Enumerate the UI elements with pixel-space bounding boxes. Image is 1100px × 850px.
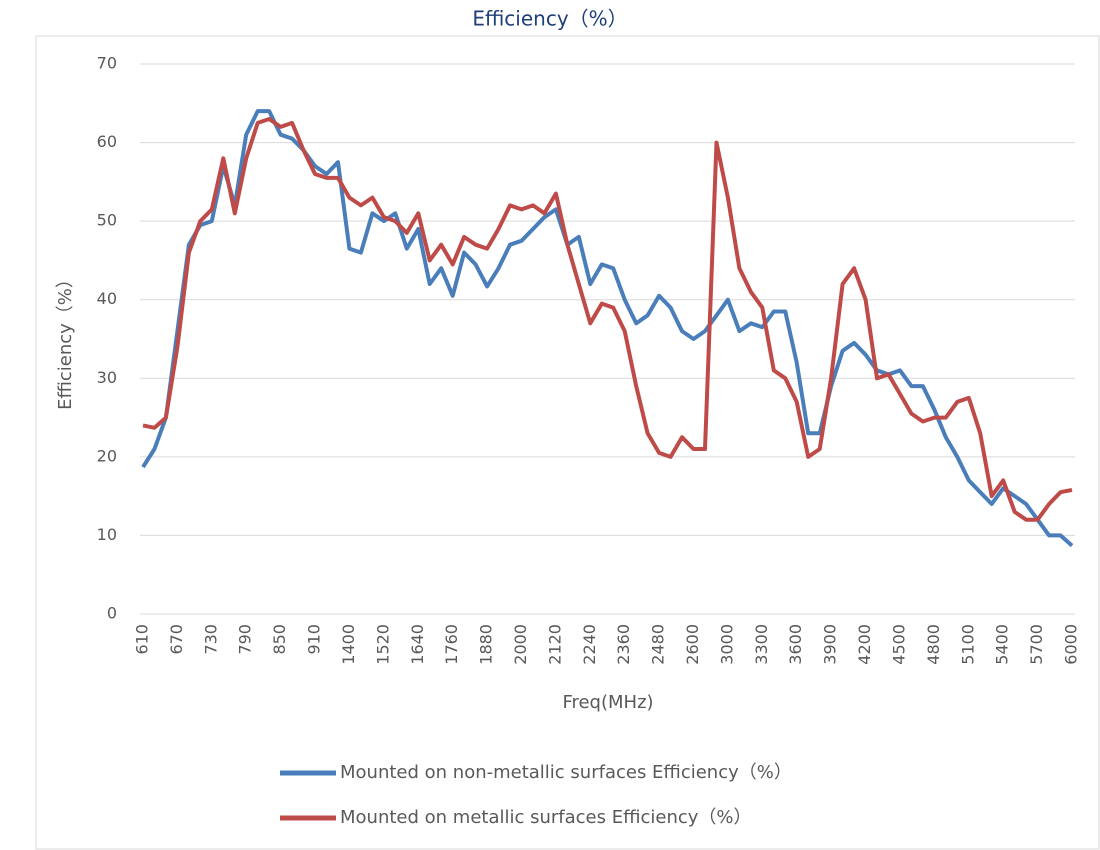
x-tick-label: 2480 (649, 624, 668, 665)
x-tick-label: 670 (167, 624, 186, 655)
y-tick-label: 40 (97, 289, 117, 308)
y-tick-label: 70 (97, 54, 117, 73)
x-tick-label: 850 (270, 624, 289, 655)
x-tick-label: 4800 (924, 624, 943, 665)
x-tick-label: 3300 (752, 624, 771, 665)
x-tick-label: 3900 (821, 624, 840, 665)
x-tick-label: 2120 (545, 624, 564, 665)
x-tick-label: 610 (133, 624, 152, 655)
x-tick-label: 3600 (786, 624, 805, 665)
x-tick-label: 3000 (717, 624, 736, 665)
x-tick-label: 2360 (614, 624, 633, 665)
y-tick-label: 20 (97, 446, 117, 465)
y-tick-label: 10 (97, 525, 117, 544)
x-tick-label: 2240 (580, 624, 599, 665)
chart-frame (35, 35, 1100, 850)
legend-label: Mounted on metallic surfaces Efficiency（… (340, 807, 752, 828)
x-tick-label: 6000 (1062, 624, 1081, 665)
x-tick-label: 910 (305, 624, 324, 655)
x-tick-label: 5400 (993, 624, 1012, 665)
x-tick-label: 790 (236, 624, 255, 655)
x-tick-label: 5100 (958, 624, 977, 665)
y-tick-label: 0 (107, 604, 117, 623)
x-tick-label: 1760 (442, 624, 461, 665)
x-tick-label: 1400 (339, 624, 358, 665)
x-tick-label: 1520 (373, 624, 392, 665)
series-line (141, 109, 1074, 548)
y-tick-label: 30 (97, 368, 117, 387)
y-tick-label: 50 (97, 211, 117, 230)
legend-label: Mounted on non-metallic surfaces Efficie… (340, 762, 792, 783)
x-tick-label: 2000 (511, 624, 530, 665)
x-tick-label: 1640 (408, 624, 427, 665)
x-tick-label: 4200 (855, 624, 874, 665)
y-tick-label: 60 (97, 132, 117, 151)
x-tick-label: 4500 (889, 624, 908, 665)
y-axis-label: Efficiency（%） (55, 270, 76, 410)
x-tick-label: 2600 (683, 624, 702, 665)
x-tick-label: 730 (201, 624, 220, 655)
chart-title: Efficiency（%） (472, 7, 627, 31)
series-line (142, 117, 1073, 522)
x-tick-label: 1880 (477, 624, 496, 665)
x-tick-label: 5700 (1027, 624, 1046, 665)
x-axis-label: Freq(MHz) (562, 692, 653, 713)
